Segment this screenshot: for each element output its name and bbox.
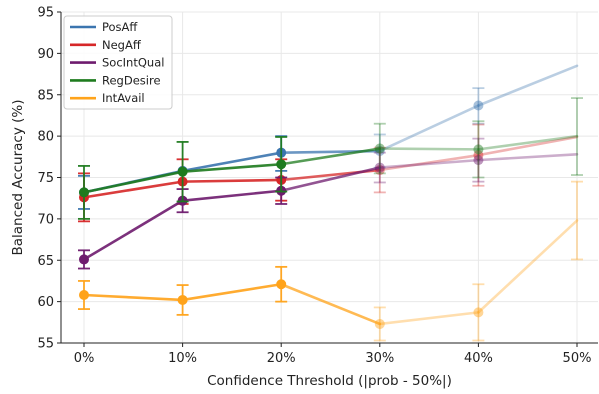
regdesire-line-segment-0 <box>82 170 184 194</box>
intavail-point-0 <box>79 290 89 301</box>
intavail-point-3 <box>374 318 385 329</box>
x-tick-label-4: 40% <box>464 351 493 366</box>
regdesire-point-1 <box>177 166 188 177</box>
negaff-point-4 <box>473 150 484 161</box>
regdesire-line-segment-4 <box>477 134 579 151</box>
socintqual-point-3 <box>374 162 385 173</box>
negaff-line-segment-1 <box>181 178 283 183</box>
y-tick-label-4: 75 <box>37 171 54 186</box>
intavail-line-segment-1 <box>181 282 283 302</box>
socintqual-point-0 <box>79 254 89 265</box>
y-tick-label-5: 80 <box>37 130 54 145</box>
y-tick-label-1: 60 <box>37 295 54 310</box>
x-tick-label-0: 0% <box>74 351 95 366</box>
regdesire-line-segment-2 <box>279 147 382 166</box>
intavail-point-4 <box>473 307 484 318</box>
intavail-line-segment-2 <box>279 282 382 326</box>
y-tick-label-8: 95 <box>37 6 54 21</box>
legend-label-socintqual: SocIntQual <box>102 56 164 70</box>
x-axis-label: Confidence Threshold (|prob - 50%|) <box>207 373 452 389</box>
intavail-point-1 <box>177 294 188 305</box>
intavail-line-segment-3 <box>378 311 480 326</box>
x-tick-label-2: 20% <box>267 351 296 366</box>
x-tick-label-3: 30% <box>365 351 394 366</box>
legend-box <box>63 15 173 110</box>
negaff-line-segment-4 <box>477 135 579 157</box>
y-tick-label-2: 65 <box>37 254 54 269</box>
y-axis-label: Balanced Accuracy (%) <box>10 100 26 256</box>
intavail-line-segment-4 <box>477 219 579 314</box>
regdesire-point-2 <box>276 159 287 170</box>
socintqual-line-segment-4 <box>477 153 579 162</box>
regdesire-line-segment-1 <box>181 162 283 174</box>
legend-label-regdesire: RegDesire <box>102 73 161 87</box>
y-tick-label-3: 70 <box>37 212 54 227</box>
regdesire-point-3 <box>374 143 385 154</box>
legend-label-negaff: NegAff <box>102 38 142 52</box>
socintqual-line-segment-1 <box>181 189 283 202</box>
intavail-point-2 <box>276 279 287 290</box>
socintqual-line-segment-2 <box>279 166 382 193</box>
posaff-line-segment-4 <box>477 64 579 107</box>
negaff-line-segment-0 <box>82 180 184 199</box>
x-tick-label-1: 10% <box>168 351 197 366</box>
y-tick-label-7: 90 <box>37 47 54 62</box>
x-tick-label-5: 50% <box>563 351 592 366</box>
posaff-line-segment-3 <box>378 104 480 153</box>
intavail-line-segment-0 <box>82 293 184 302</box>
regdesire-point-0 <box>79 187 89 198</box>
y-tick-label-6: 85 <box>37 88 54 103</box>
socintqual-point-4 <box>473 155 484 166</box>
regdesire-point-4 <box>473 144 484 155</box>
regdesire-line-segment-3 <box>378 147 480 151</box>
legend-label-posaff: PosAff <box>102 20 138 34</box>
socintqual-line-segment-0 <box>82 199 184 261</box>
y-tick-label-0: 55 <box>37 337 54 352</box>
posaff-line-segment-1 <box>181 151 283 173</box>
negaff-line-segment-3 <box>378 153 480 172</box>
socintqual-line-segment-3 <box>378 158 480 169</box>
legend-label-intavail: IntAvail <box>102 91 145 105</box>
posaff-point-4 <box>473 100 484 111</box>
